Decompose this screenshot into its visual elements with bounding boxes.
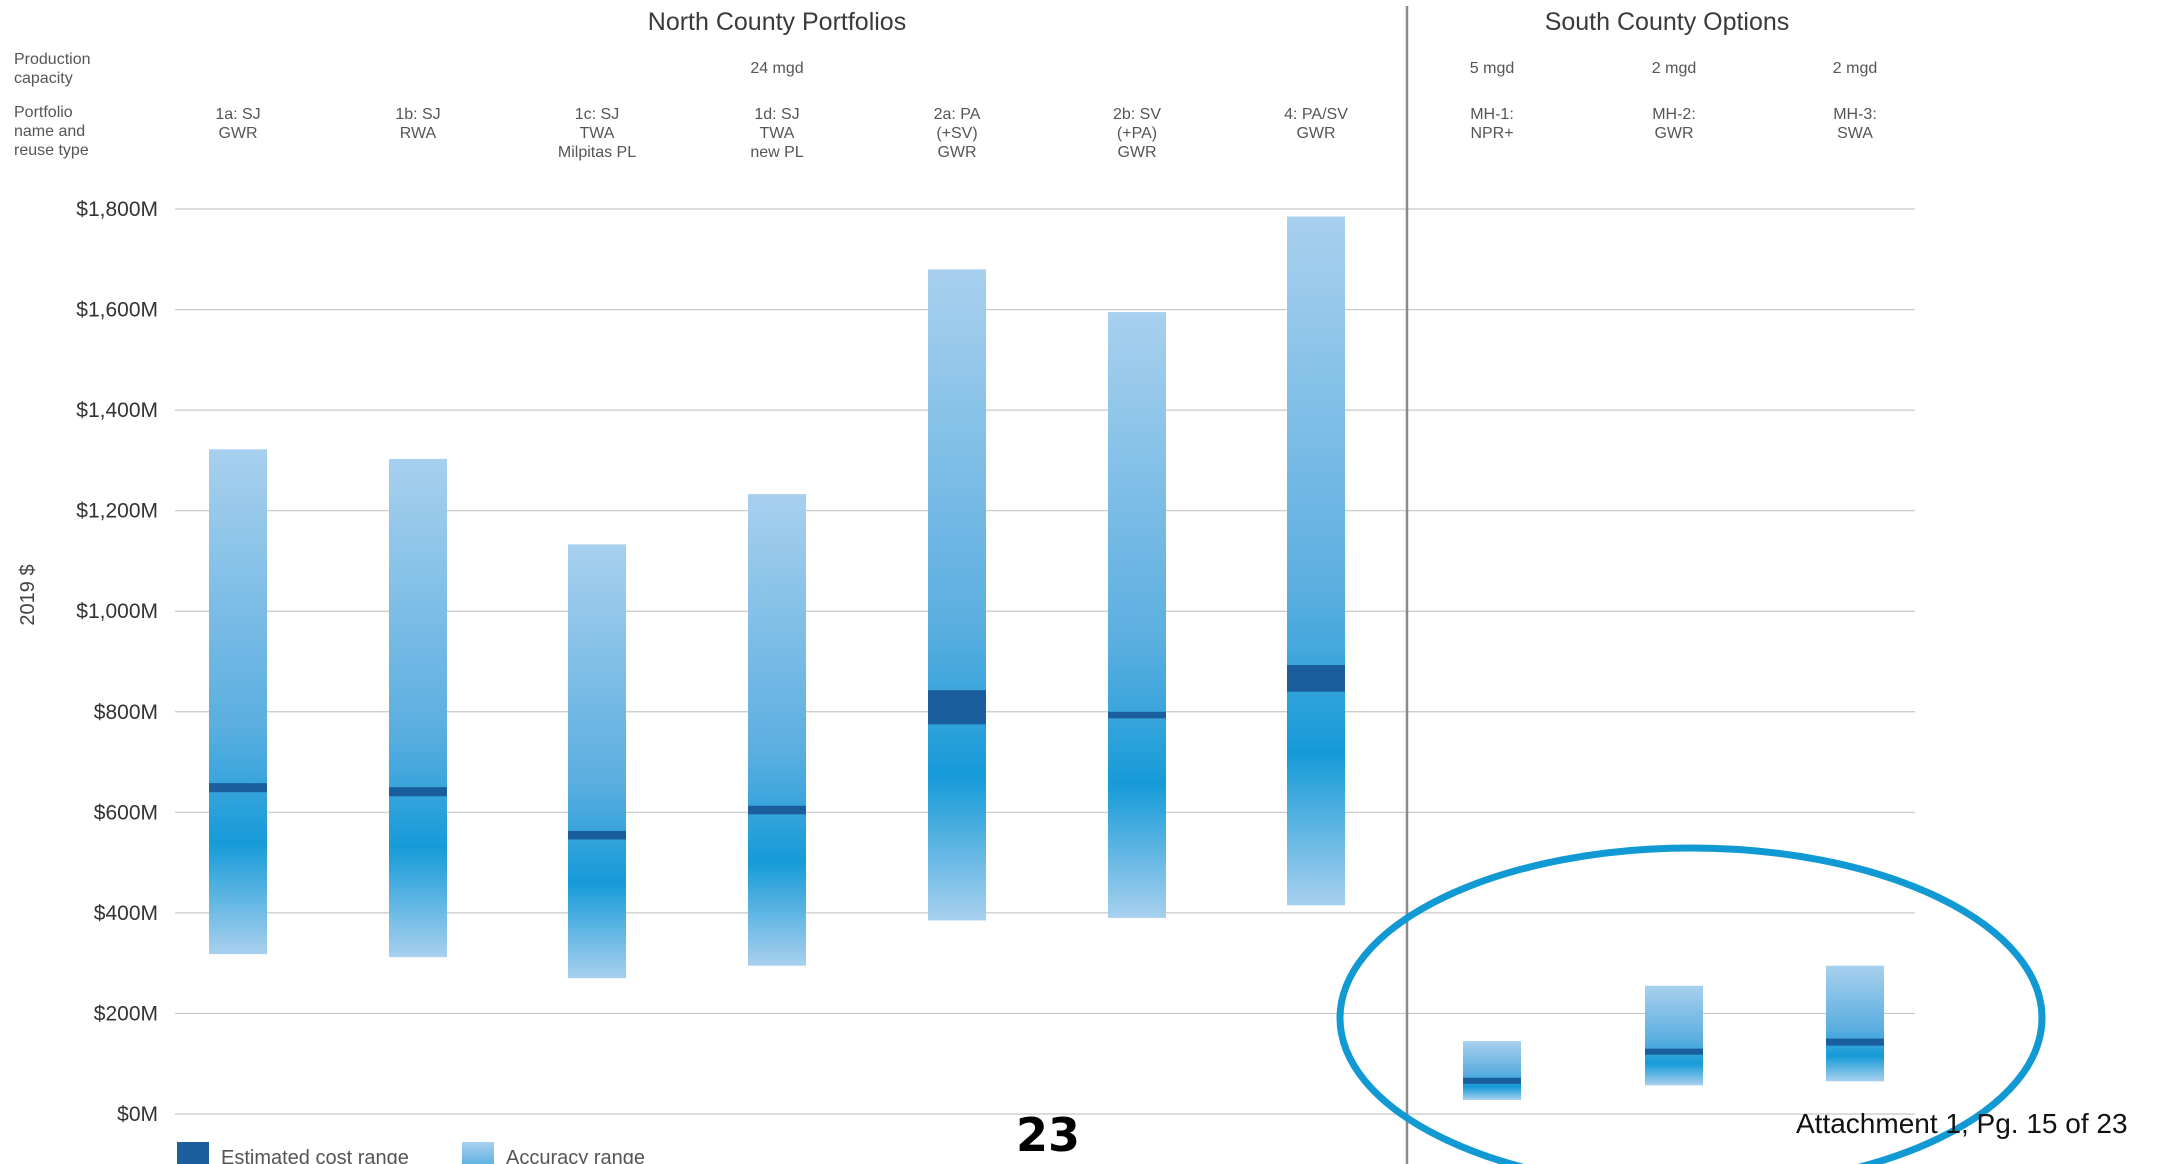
category-label: SWA (1837, 125, 1873, 142)
footer: 23 Attachment 1, Pg. 15 of 23 (1016, 1108, 2128, 1162)
capacity-label: 5 mgd (1470, 60, 1514, 77)
capacity-label: 2 mgd (1652, 60, 1696, 77)
category-label: 2b: SV (1113, 106, 1161, 123)
estimated-cost-bar (1108, 711, 1166, 719)
column-headers: North County Portfolios South County Opti… (14, 8, 1877, 161)
category-label: NPR+ (1470, 125, 1513, 142)
accuracy-range-bar (389, 458, 447, 958)
category-label: MH-1: (1470, 106, 1514, 123)
accuracy-range-bar (1645, 985, 1703, 1086)
accuracy-range-bar (928, 269, 986, 921)
category-label: 2a: PA (934, 106, 981, 123)
y-axis-label: 2019 $ (17, 564, 39, 625)
grid-lines: $0M $200M $400M $600M $800M $1,000M $1,200M $1,… (17, 6, 1915, 1164)
row-label-capacity: capacity (14, 70, 73, 87)
category-label: GWR (1296, 125, 1335, 142)
accuracy-range-bar (1463, 1041, 1521, 1100)
y-tick-label: $400M (94, 902, 158, 925)
group-title-north: North County Portfolios (648, 8, 906, 36)
category-label: GWR (218, 125, 257, 142)
row-label-capacity: Production (14, 51, 91, 68)
category-label: MH-2: (1652, 106, 1696, 123)
highlight-ellipse (1336, 844, 2046, 1164)
estimated-cost-bar (1463, 1077, 1521, 1084)
accuracy-range-bar (748, 494, 806, 966)
accuracy-range-bar (1826, 965, 1884, 1082)
legend-label-estimated: Estimated cost range (221, 1147, 409, 1164)
capacity-north: 24 mgd (750, 60, 803, 77)
estimated-cost-bar (389, 787, 447, 797)
legend: Estimated cost range Accuracy range (177, 1142, 645, 1164)
category-label: 4: PA/SV (1284, 106, 1348, 123)
category-label: TWA (580, 125, 615, 142)
bars-layer (209, 216, 2046, 1164)
category-label: GWR (937, 144, 976, 161)
group-title-south: South County Options (1545, 8, 1790, 36)
y-tick-label: $1,400M (76, 399, 158, 422)
y-tick-label: $200M (94, 1002, 158, 1025)
estimated-cost-bar (1826, 1038, 1884, 1046)
row-label-name: name and (14, 123, 85, 140)
row-label-name: reuse type (14, 142, 89, 159)
category-label: new PL (750, 144, 803, 161)
accuracy-range-bar (1108, 312, 1166, 918)
category-label: MH-3: (1833, 106, 1877, 123)
estimated-cost-bar (748, 805, 806, 815)
y-tick-label: $0M (117, 1103, 158, 1126)
category-label: (+SV) (936, 125, 977, 142)
legend-swatch-accuracy (462, 1142, 494, 1164)
accuracy-range-bar (1287, 216, 1345, 906)
estimated-cost-bar (568, 830, 626, 840)
page-number: 23 (1016, 1108, 1080, 1162)
y-tick-label: $1,800M (76, 198, 158, 221)
estimated-cost-bar (1287, 665, 1345, 692)
category-label: TWA (760, 125, 795, 142)
category-label: RWA (400, 125, 437, 142)
category-label: GWR (1117, 144, 1156, 161)
legend-label-accuracy: Accuracy range (506, 1147, 645, 1164)
category-label: 1b: SJ (395, 106, 440, 123)
y-tick-label: $1,000M (76, 600, 158, 623)
capacity-label: 2 mgd (1833, 60, 1877, 77)
y-tick-label: $1,200M (76, 500, 158, 523)
category-label: GWR (1654, 125, 1693, 142)
accuracy-range-bar (209, 449, 267, 955)
y-tick-label: $800M (94, 701, 158, 724)
estimated-cost-bar (1645, 1048, 1703, 1055)
y-tick-label: $600M (94, 801, 158, 824)
accuracy-range-bar (568, 544, 626, 979)
category-label: (+PA) (1117, 125, 1157, 142)
category-label: 1a: SJ (215, 106, 260, 123)
row-label-name: Portfolio (14, 104, 73, 121)
category-label: Milpitas PL (558, 144, 636, 161)
category-label: 1d: SJ (754, 106, 799, 123)
estimated-cost-bar (928, 690, 986, 725)
y-tick-label: $1,600M (76, 299, 158, 322)
category-label: 1c: SJ (575, 106, 619, 123)
legend-swatch-estimated (177, 1142, 209, 1164)
attachment-label: Attachment 1, Pg. 15 of 23 (1796, 1108, 2128, 1139)
estimated-cost-bar (209, 783, 267, 793)
